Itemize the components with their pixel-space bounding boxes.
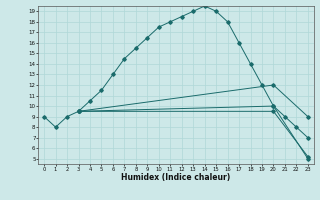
X-axis label: Humidex (Indice chaleur): Humidex (Indice chaleur) [121,173,231,182]
